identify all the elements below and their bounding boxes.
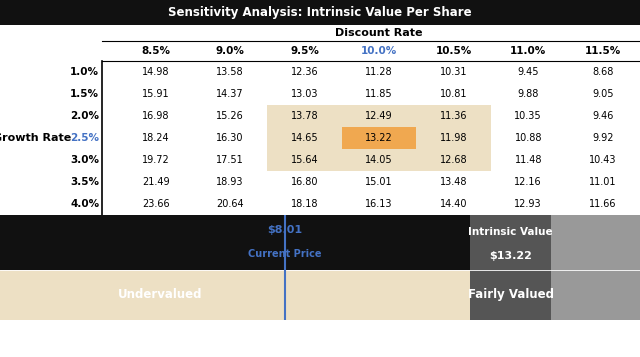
Text: 11.01: 11.01: [589, 177, 616, 187]
Text: $8.01: $8.01: [268, 225, 302, 235]
Text: 15.01: 15.01: [365, 177, 393, 187]
Text: 14.40: 14.40: [440, 199, 467, 209]
Text: 10.5%: 10.5%: [436, 46, 472, 56]
Bar: [417, 127, 491, 149]
Bar: [0, 0, 640, 25]
Text: 13.22: 13.22: [365, 133, 393, 143]
Text: 9.5%: 9.5%: [291, 46, 319, 56]
Bar: [417, 149, 491, 171]
Text: 2.5%: 2.5%: [70, 133, 99, 143]
Bar: [342, 105, 417, 127]
Text: 14.37: 14.37: [216, 89, 244, 99]
Text: 20.64: 20.64: [216, 199, 244, 209]
Text: 10.81: 10.81: [440, 89, 467, 99]
Text: 12.36: 12.36: [291, 67, 319, 77]
Text: 1.0%: 1.0%: [70, 67, 99, 77]
Text: 11.98: 11.98: [440, 133, 467, 143]
Text: 9.0%: 9.0%: [216, 46, 244, 56]
Text: 21.49: 21.49: [142, 177, 170, 187]
Text: 8.68: 8.68: [592, 67, 613, 77]
Text: 18.24: 18.24: [142, 133, 170, 143]
Text: 12.49: 12.49: [365, 111, 393, 121]
Text: 16.30: 16.30: [216, 133, 244, 143]
Text: 14.05: 14.05: [365, 155, 393, 165]
Text: 23.66: 23.66: [142, 199, 170, 209]
Text: $13.22: $13.22: [489, 251, 532, 261]
Text: 16.80: 16.80: [291, 177, 319, 187]
Text: 11.28: 11.28: [365, 67, 393, 77]
Text: Fairly Valued: Fairly Valued: [468, 288, 554, 301]
Text: 1.5%: 1.5%: [70, 89, 99, 99]
Bar: [268, 105, 342, 127]
Text: 13.78: 13.78: [291, 111, 319, 121]
Bar: [551, 270, 640, 320]
Text: 16.13: 16.13: [365, 199, 393, 209]
Text: Current Price: Current Price: [248, 249, 321, 259]
Text: 16.98: 16.98: [142, 111, 170, 121]
Bar: [470, 270, 551, 320]
Text: Intrinsic Value: Intrinsic Value: [468, 227, 553, 237]
Text: 11.85: 11.85: [365, 89, 393, 99]
Text: 11.66: 11.66: [589, 199, 616, 209]
Text: 11.36: 11.36: [440, 111, 467, 121]
Text: 14.65: 14.65: [291, 133, 319, 143]
Text: 10.31: 10.31: [440, 67, 467, 77]
Text: Discount Rate: Discount Rate: [335, 28, 423, 38]
Text: 10.35: 10.35: [515, 111, 542, 121]
Text: 8.5%: 8.5%: [141, 46, 170, 56]
Text: 15.26: 15.26: [216, 111, 244, 121]
Text: 18.93: 18.93: [216, 177, 244, 187]
Bar: [342, 149, 417, 171]
Bar: [0, 270, 470, 320]
Text: 12.16: 12.16: [515, 177, 542, 187]
Text: 9.05: 9.05: [592, 89, 614, 99]
Text: 12.68: 12.68: [440, 155, 468, 165]
Text: 9.45: 9.45: [518, 67, 539, 77]
Text: 15.91: 15.91: [142, 89, 170, 99]
Bar: [417, 105, 491, 127]
Text: 3.5%: 3.5%: [70, 177, 99, 187]
Text: Undervalued: Undervalued: [118, 288, 202, 301]
Bar: [268, 149, 342, 171]
Bar: [268, 127, 342, 149]
Text: 17.51: 17.51: [216, 155, 244, 165]
Text: 15.64: 15.64: [291, 155, 319, 165]
Text: 10.88: 10.88: [515, 133, 542, 143]
Text: Sensitivity Analysis: Intrinsic Value Per Share: Sensitivity Analysis: Intrinsic Value Pe…: [168, 6, 472, 19]
Text: 2.0%: 2.0%: [70, 111, 99, 121]
Text: 9.46: 9.46: [592, 111, 613, 121]
Text: 13.03: 13.03: [291, 89, 319, 99]
Text: 10.0%: 10.0%: [361, 46, 397, 56]
Bar: [470, 215, 551, 270]
Text: 19.72: 19.72: [142, 155, 170, 165]
Text: 11.48: 11.48: [515, 155, 542, 165]
Text: 13.58: 13.58: [216, 67, 244, 77]
Text: 3.0%: 3.0%: [70, 155, 99, 165]
Text: 9.88: 9.88: [518, 89, 539, 99]
Text: 11.5%: 11.5%: [584, 46, 621, 56]
Bar: [0, 215, 470, 270]
Text: 10.43: 10.43: [589, 155, 616, 165]
Text: 18.18: 18.18: [291, 199, 319, 209]
Text: 4.0%: 4.0%: [70, 199, 99, 209]
Text: 9.92: 9.92: [592, 133, 614, 143]
Bar: [342, 127, 417, 149]
Text: 12.93: 12.93: [515, 199, 542, 209]
Text: 13.48: 13.48: [440, 177, 467, 187]
Text: Growth Rate: Growth Rate: [0, 133, 71, 143]
Bar: [551, 215, 640, 270]
Text: 11.0%: 11.0%: [510, 46, 547, 56]
Text: 14.98: 14.98: [142, 67, 170, 77]
